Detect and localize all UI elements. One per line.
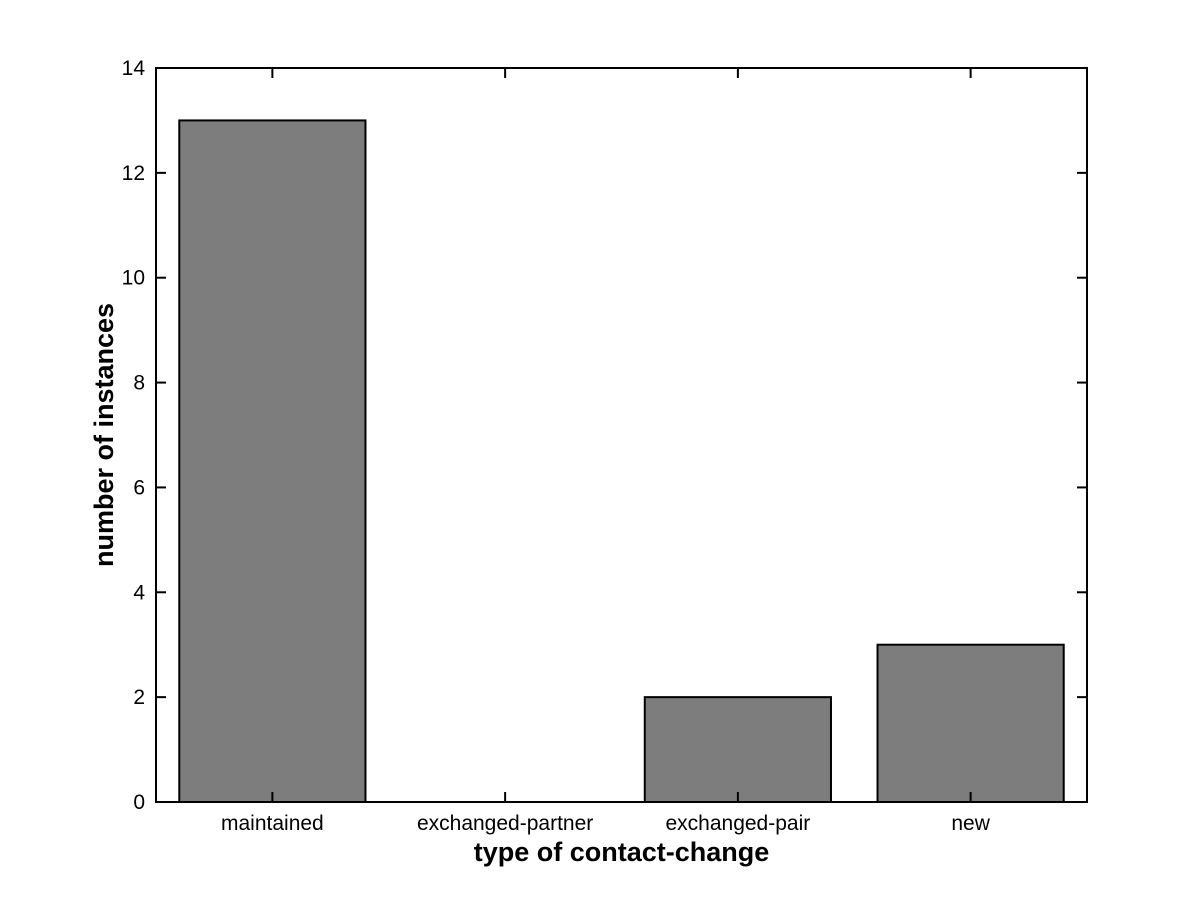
y-tick-label: 4 [133,581,145,604]
x-tick-label: maintained [221,812,324,835]
y-tick-label: 0 [133,791,145,814]
y-tick-label: 14 [122,57,146,80]
x-tick-label: exchanged-pair [665,812,810,835]
y-tick-label: 10 [122,267,145,290]
y-tick-label: 12 [122,162,145,185]
y-tick-label: 8 [133,372,145,395]
y-axis-label: number of instances [89,302,119,568]
y-tick-label: 2 [133,686,145,709]
x-axis-label: type of contact-change [473,837,770,867]
bar-exchanged-pair [643,696,832,804]
y-tick-label: 6 [133,476,145,499]
bar-maintained [178,119,367,803]
x-tick-label: exchanged-partner [417,812,593,835]
axis-box [155,67,1088,803]
x-tick-label: new [951,812,990,835]
bar-new [876,643,1065,804]
